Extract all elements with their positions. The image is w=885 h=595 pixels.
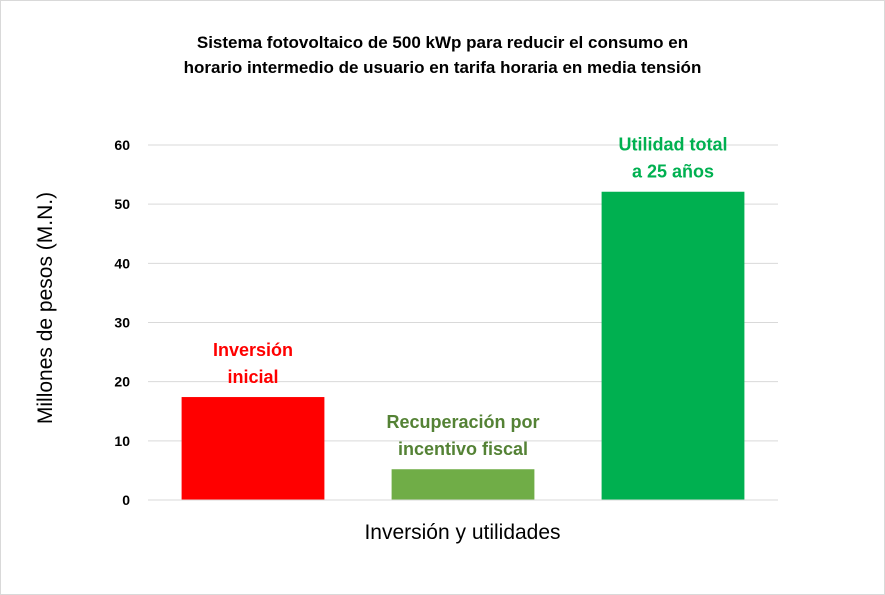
x-axis-label: Inversión y utilidades: [364, 521, 561, 544]
bar-label: a 25 años: [632, 162, 714, 182]
y-tick-label: 30: [114, 315, 130, 331]
chart-title-line-1: Sistema fotovoltaico de 500 kWp para red…: [196, 33, 689, 52]
y-tick-label: 10: [114, 433, 130, 449]
bar-1: [181, 397, 325, 500]
bar-2: [391, 469, 535, 500]
chart-title: Sistema fotovoltaico de 500 kWp para red…: [0, 30, 885, 80]
y-tick-label: 20: [114, 374, 130, 390]
bar-label: Recuperación por: [386, 412, 539, 432]
y-tick-label: 50: [114, 196, 130, 212]
bar-label: Inversión: [213, 340, 293, 360]
bar-label: incentivo fiscal: [398, 439, 528, 459]
y-tick-label: 60: [114, 137, 130, 153]
y-axis-label: Millones de pesos (M.N.): [34, 191, 57, 425]
bar-label: inicial: [227, 367, 278, 387]
chart-title-line-2: horario intermedio de usuario en tarifa …: [183, 58, 702, 77]
bar-label: Utilidad total: [619, 135, 728, 155]
y-tick-label: 0: [122, 492, 130, 508]
bar-3: [601, 191, 745, 500]
y-tick-label: 40: [114, 255, 130, 271]
